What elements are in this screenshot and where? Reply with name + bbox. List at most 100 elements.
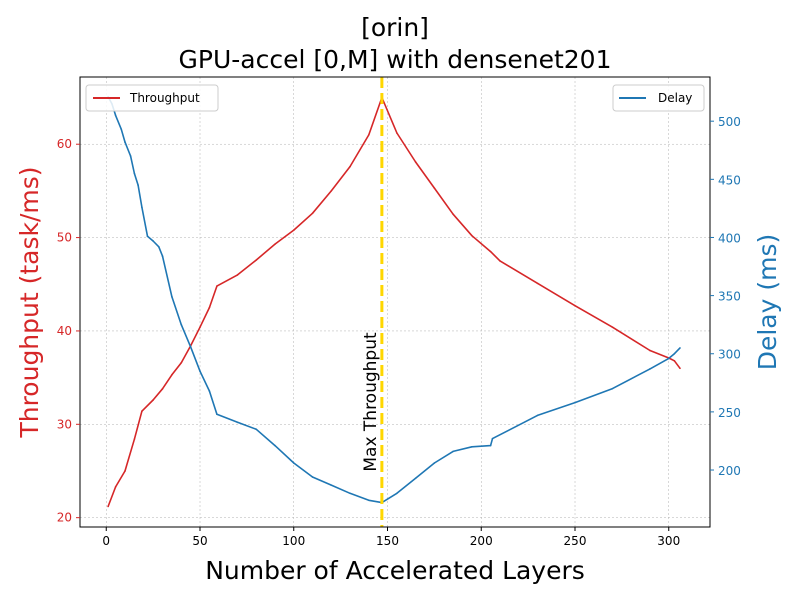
delay-point-13 bbox=[171, 295, 173, 298]
delay-point-20 bbox=[255, 428, 258, 431]
throughput-point-20 bbox=[367, 134, 370, 136]
legend-throughput: Throughput bbox=[85, 84, 219, 112]
throughput-point-0 bbox=[107, 505, 109, 508]
delay-point-36 bbox=[574, 401, 576, 404]
delay-point-7 bbox=[137, 184, 139, 186]
throughput-point-10 bbox=[199, 326, 201, 329]
x-tick-label-4: 200 bbox=[470, 534, 493, 548]
right-y-axis-title: Delay (ms) bbox=[753, 234, 782, 371]
legend-delay-box bbox=[612, 84, 705, 112]
delay-point-28 bbox=[396, 492, 398, 495]
throughput-point-29 bbox=[536, 282, 539, 285]
throughput-point-6 bbox=[161, 388, 164, 390]
x-tick-label-3: 150 bbox=[376, 534, 399, 548]
throughput-point-30 bbox=[574, 304, 576, 307]
delay-point-23 bbox=[311, 476, 314, 478]
chart-subtitle: GPU-accel [0,M] with densenet201 bbox=[179, 45, 612, 74]
left-y-tick-label-3: 50 bbox=[57, 231, 72, 245]
x-axis-title: Number of Accelerated Layers bbox=[205, 556, 585, 585]
delay-point-21 bbox=[274, 444, 276, 447]
delay-point-14 bbox=[180, 323, 183, 326]
x-tick-label-2: 100 bbox=[282, 534, 305, 548]
delay-point-19 bbox=[236, 421, 239, 424]
throughput-point-31 bbox=[611, 326, 614, 329]
throughput-point-2 bbox=[124, 470, 126, 472]
delay-point-33 bbox=[489, 444, 492, 447]
x-tick-label-0: 0 bbox=[102, 534, 110, 548]
throughput-point-17 bbox=[311, 212, 314, 215]
delay-point-26 bbox=[367, 499, 370, 502]
delay-point-6 bbox=[133, 172, 136, 175]
throughput-point-22 bbox=[396, 132, 398, 134]
delay-point-17 bbox=[208, 390, 211, 392]
axis-ticks: 0 50 100 150 200 250 300 20 30 40 50 60 200 250 300 350… bbox=[57, 115, 741, 548]
left-y-tick-label-1: 30 bbox=[57, 417, 72, 431]
right-y-tick-label-4: 400 bbox=[718, 231, 741, 245]
delay-point-29 bbox=[414, 477, 417, 479]
throughput-point-27 bbox=[489, 250, 492, 253]
delay-point-40 bbox=[673, 352, 676, 355]
throughput-point-14 bbox=[255, 259, 258, 261]
left-y-axis-title: Throughput (task/ms) bbox=[15, 166, 44, 438]
throughput-point-25 bbox=[452, 213, 454, 216]
right-y-tick-label-5: 450 bbox=[718, 173, 741, 187]
delay-point-41 bbox=[679, 347, 681, 349]
right-y-tick-label-3: 350 bbox=[718, 290, 741, 304]
left-y-tick-label-2: 40 bbox=[57, 324, 72, 338]
legend-delay-label: Delay bbox=[658, 91, 692, 105]
delay-point-34 bbox=[491, 437, 494, 440]
throughput-point-28 bbox=[499, 260, 501, 262]
throughput-point-26 bbox=[471, 234, 473, 237]
delay-point-37 bbox=[611, 387, 614, 390]
throughput-point-5 bbox=[152, 399, 154, 401]
legend-throughput-box bbox=[85, 84, 219, 112]
right-y-tick-label-2: 300 bbox=[718, 348, 741, 362]
legend-delay: Delay bbox=[612, 84, 705, 112]
throughput-point-34 bbox=[673, 360, 676, 362]
left-y-tick-label-0: 20 bbox=[57, 511, 72, 525]
legend-throughput-label: Throughput bbox=[129, 91, 200, 105]
max-throughput-marker: Max Throughput bbox=[361, 77, 384, 527]
throughput-point-4 bbox=[141, 410, 143, 413]
throughput-point-3 bbox=[133, 438, 136, 441]
right-y-tick-label-0: 200 bbox=[718, 464, 741, 478]
delay-point-22 bbox=[292, 462, 295, 464]
throughput-point-12 bbox=[216, 285, 218, 287]
throughput-point-32 bbox=[649, 349, 651, 352]
throughput-point-16 bbox=[292, 229, 295, 231]
throughput-point-1 bbox=[114, 486, 117, 488]
delay-point-9 bbox=[146, 235, 149, 238]
max-throughput-label: Max Throughput bbox=[361, 332, 381, 472]
throughput-point-23 bbox=[414, 161, 417, 163]
throughput-point-35 bbox=[679, 367, 681, 370]
delay-point-39 bbox=[667, 357, 670, 360]
delay-point-5 bbox=[129, 155, 132, 157]
delay-point-24 bbox=[330, 484, 333, 486]
delay-point-31 bbox=[452, 450, 454, 453]
delay-point-25 bbox=[349, 492, 351, 495]
throughput-point-13 bbox=[236, 274, 239, 276]
series-layer bbox=[107, 95, 681, 508]
delay-point-30 bbox=[433, 462, 436, 464]
delay-line bbox=[107, 96, 681, 504]
delay-point-8 bbox=[141, 206, 143, 209]
right-y-tick-label-6: 500 bbox=[718, 115, 741, 129]
x-tick-label-1: 50 bbox=[192, 534, 207, 548]
delay-point-12 bbox=[161, 255, 164, 257]
delay-point-32 bbox=[471, 445, 473, 448]
delay-point-4 bbox=[124, 141, 126, 143]
throughput-point-7 bbox=[171, 374, 173, 376]
throughput-point-8 bbox=[180, 361, 183, 364]
throughput-point-18 bbox=[330, 190, 333, 192]
plot-frame bbox=[79, 76, 711, 528]
x-tick-label-6: 300 bbox=[657, 534, 680, 548]
left-y-tick-label-4: 60 bbox=[57, 137, 72, 151]
right-y-tick-label-1: 250 bbox=[718, 406, 741, 420]
delay-point-35 bbox=[536, 414, 539, 417]
delay-point-16 bbox=[199, 370, 201, 372]
throughput-point-24 bbox=[433, 187, 436, 189]
delay-point-15 bbox=[189, 345, 192, 348]
delay-point-10 bbox=[152, 240, 154, 242]
x-tick-label-5: 250 bbox=[564, 534, 587, 548]
